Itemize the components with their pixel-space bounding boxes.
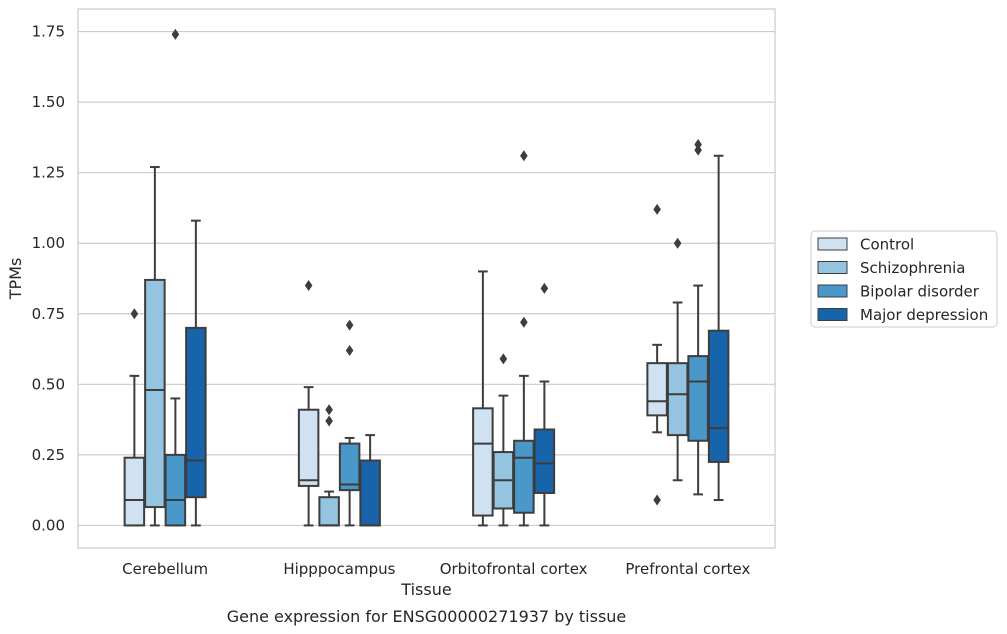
box-body [666, 362, 689, 437]
series-bipolar-disorder [164, 28, 709, 527]
legend-label: Control [860, 236, 914, 254]
x-axis-label: Tissue [400, 580, 451, 599]
outlier-point [325, 415, 333, 427]
x-tick-labels: Cerebellum Hipppocampus Orbitofrontal cort… [122, 560, 750, 578]
box-body [164, 453, 187, 527]
outlier-point [520, 150, 528, 162]
y-tick-label: 1.25 [32, 164, 65, 182]
box-body [707, 329, 730, 463]
legend-item: Bipolar disorder [817, 283, 980, 301]
legend-swatch [817, 308, 848, 321]
figure-caption: Gene expression for ENSG00000271937 by t… [227, 607, 627, 626]
outlier-point [694, 144, 702, 156]
legend-item: Schizophrenia [817, 259, 965, 277]
legend-swatch [817, 237, 848, 251]
box-body [185, 326, 207, 499]
outlier-point [673, 237, 682, 249]
x-tick-label: Hipppocampus [283, 560, 395, 578]
box-body [513, 439, 535, 514]
outlier-point [520, 316, 528, 328]
box [687, 138, 709, 496]
x-tick-label: Orbitofrontal cortex [440, 560, 588, 578]
outlier-point [130, 308, 139, 320]
outlier-point [304, 280, 313, 292]
y-tick-label: 0.25 [32, 446, 65, 464]
series-major-depression [185, 154, 730, 527]
box [533, 282, 556, 527]
series-control [123, 203, 668, 527]
box-body [472, 407, 494, 517]
box-body [687, 355, 709, 442]
y-tick-label: 0.00 [32, 516, 65, 534]
legend-item: Major depression [817, 306, 988, 324]
box-body [123, 456, 146, 527]
outlier-point [540, 282, 549, 294]
series-schizophrenia [144, 166, 689, 527]
box-body [338, 442, 361, 492]
outlier-point [499, 353, 508, 365]
outlier-point [171, 28, 180, 40]
box [164, 28, 187, 527]
y-tick-label: 1.50 [32, 93, 65, 111]
box [359, 434, 381, 527]
legend-label: Bipolar disorder [860, 283, 980, 301]
outlier-point [325, 404, 333, 416]
outlier-point [694, 138, 702, 150]
box-body [533, 428, 556, 494]
outlier-point [653, 494, 661, 506]
plot-frame [77, 8, 776, 549]
legend-label: Schizophrenia [860, 259, 965, 277]
box-body [297, 408, 320, 487]
x-tick-label: Cerebellum [122, 560, 208, 578]
legend: Control Schizophrenia Bipolar disorder Majo… [810, 230, 998, 328]
y-tick-labels: 0.00 0.25 0.50 0.75 1.00 1.25 1.50 1.75 [32, 23, 65, 535]
box [318, 404, 340, 527]
y-tick-label: 1.75 [32, 23, 65, 41]
y-axis-label: TPMs [6, 258, 25, 301]
y-tick-label: 1.00 [32, 234, 65, 252]
legend-swatch [817, 284, 848, 298]
box-body [646, 362, 668, 417]
box [297, 280, 320, 527]
box [513, 150, 535, 527]
legend-frame [810, 230, 998, 328]
box-body [318, 496, 340, 527]
outlier-point [653, 203, 661, 215]
y-tick-label: 0.75 [32, 305, 65, 323]
legend-item: Control [817, 236, 914, 254]
box-series [123, 28, 730, 527]
x-tick-label: Prefrontal cortex [625, 560, 750, 578]
y-tick-label: 0.50 [32, 375, 65, 393]
legend-label: Major depression [860, 306, 988, 324]
box [472, 270, 494, 527]
outlier-point [345, 319, 354, 331]
box-body [144, 278, 166, 509]
box [144, 166, 166, 527]
legend-swatch [817, 261, 848, 274]
box [185, 219, 207, 527]
box [707, 154, 730, 502]
outlier-point [345, 344, 354, 356]
box [338, 319, 361, 527]
box-body [359, 459, 381, 527]
